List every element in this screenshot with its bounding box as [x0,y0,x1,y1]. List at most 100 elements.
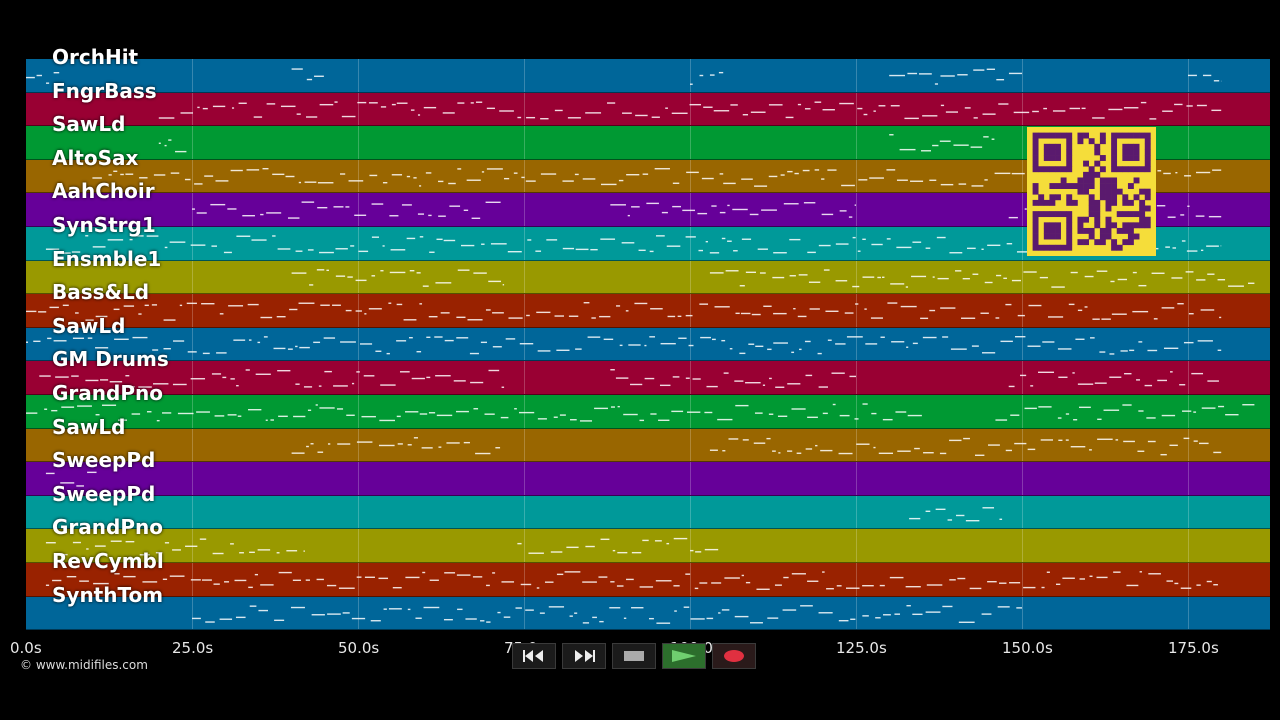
track-lane[interactable] [26,596,1270,631]
grid-line [1188,529,1189,562]
note-mark [655,235,665,237]
note-mark [514,408,517,410]
note-mark [773,252,787,254]
note-mark [879,584,885,587]
note-mark [575,248,589,251]
note-mark [955,514,965,516]
note-mark [1191,373,1204,375]
note-mark [132,336,148,339]
note-mark [1042,341,1055,343]
note-mark [33,340,41,342]
play-button[interactable] [662,643,706,669]
note-mark [79,580,89,582]
note-mark [307,249,314,251]
note-mark [727,240,732,242]
note-mark [1218,405,1225,408]
note-mark [980,312,989,315]
track-lane[interactable] [26,428,1270,463]
note-mark [196,212,207,215]
note-mark [787,450,793,452]
note-mark [411,378,425,380]
note-mark [53,339,67,342]
track-lane[interactable] [26,327,1270,362]
track-lane[interactable] [26,529,1270,563]
note-mark [789,238,801,241]
note-mark [579,420,593,422]
note-mark [1090,336,1095,339]
note-mark [386,352,390,355]
note-mark [248,586,253,589]
record-button[interactable] [712,643,756,669]
note-mark [925,510,931,512]
grid-line [192,361,193,394]
grid-line [690,428,691,462]
note-mark [649,617,654,619]
note-mark [1041,586,1045,589]
note-mark [1039,276,1048,278]
note-mark [634,302,648,305]
note-mark [644,378,655,380]
track-lane[interactable] [26,260,1270,295]
track-lane[interactable] [26,395,1270,429]
track-lane[interactable] [26,563,1270,597]
note-mark [1188,74,1197,77]
note-mark [1092,116,1105,119]
note-mark [470,382,484,384]
note-mark [661,212,668,214]
track-lane[interactable] [26,495,1270,530]
note-marks [45,538,719,556]
note-mark [397,442,403,445]
note-mark [449,205,461,208]
grid-line [690,227,691,260]
note-mark [600,539,610,541]
note-mark [789,274,796,277]
note-mark [1013,111,1030,113]
note-mark [1157,169,1162,172]
note-mark [742,438,749,441]
note-mark [1097,438,1113,440]
note-mark [1148,573,1161,575]
note-mark [526,116,536,118]
note-mark [521,176,525,178]
note-mark [108,174,112,176]
note-mark [862,584,874,587]
track-lane[interactable] [26,92,1270,127]
stop-button[interactable] [612,643,656,669]
note-mark [371,203,384,206]
note-mark [426,377,431,379]
note-mark [741,238,752,240]
note-mark [475,101,483,103]
note-mark [92,246,106,248]
note-mark [125,541,135,543]
note-mark [642,540,649,542]
note-mark [134,235,144,237]
note-mark [603,338,614,340]
note-mark [100,379,109,381]
note-mark [1084,306,1088,308]
grid-line [524,563,525,596]
note-mark [996,78,1005,81]
note-mark [139,554,150,556]
note-mark [862,238,866,241]
note-mark [246,168,260,171]
track-lane[interactable] [26,462,1270,496]
rewind-button[interactable] [512,643,556,669]
track-lane[interactable] [26,294,1270,328]
note-mark [1138,284,1147,286]
note-mark [1161,414,1176,417]
note-mark [306,445,309,447]
note-mark [1017,315,1025,317]
note-mark [1079,406,1091,409]
track-lane[interactable] [26,59,1270,93]
fast-forward-button[interactable] [562,643,606,669]
note-mark [826,588,834,590]
note-mark [413,436,418,439]
track-lane[interactable] [26,361,1270,395]
note-mark [983,136,989,138]
note-mark [1073,419,1078,421]
note-mark [359,343,373,345]
note-mark [797,103,802,105]
note-mark [1147,349,1158,351]
note-mark [228,305,244,307]
note-mark [162,578,168,581]
